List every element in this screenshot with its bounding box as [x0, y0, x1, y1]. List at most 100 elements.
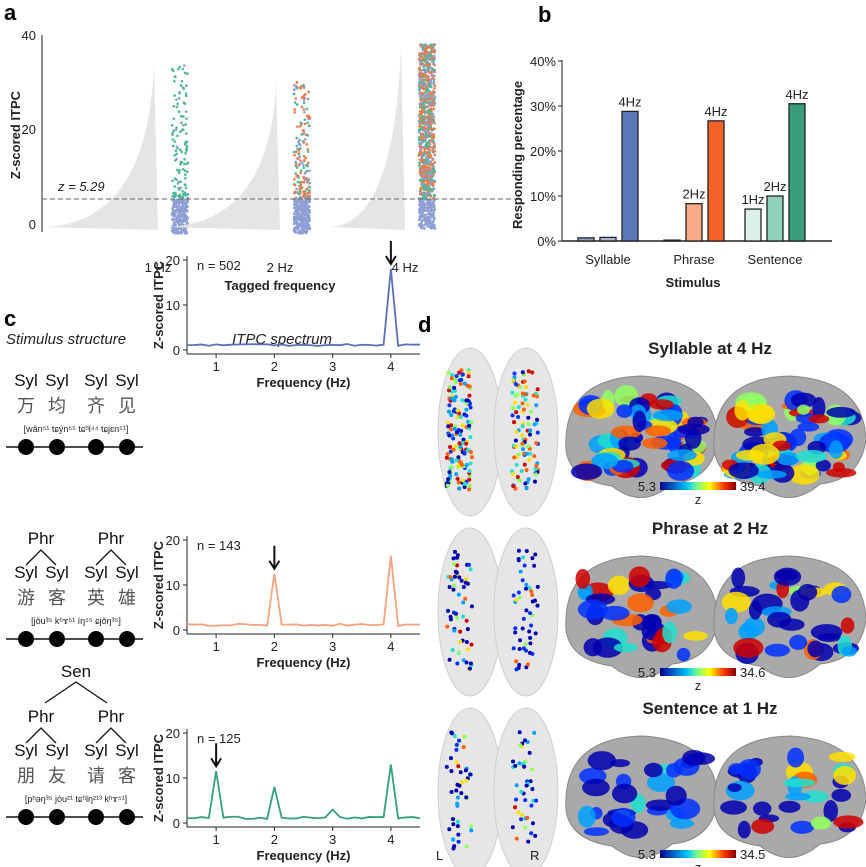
syllable-dot: [49, 631, 65, 647]
activation-blob: [778, 800, 801, 813]
scatter-point: [420, 113, 423, 116]
electrode-dot: [514, 597, 519, 602]
electrode-dot: [451, 822, 456, 827]
electrode-dot: [526, 839, 531, 844]
activation-blob: [734, 400, 751, 421]
scatter-point: [303, 111, 306, 114]
electrode-dot: [450, 373, 455, 378]
b-ytick-label: 20%: [530, 144, 556, 159]
electrode-dot: [522, 462, 527, 467]
electrode-dot: [446, 477, 451, 482]
electrode-dot: [516, 414, 521, 419]
electrode-dot: [454, 742, 459, 747]
scatter-point: [306, 150, 310, 153]
electrode-dot: [510, 472, 515, 477]
electrode-dot: [463, 596, 468, 601]
electrode-dot: [518, 743, 523, 748]
electrode-dot: [512, 420, 517, 425]
scatter-point: [430, 97, 433, 101]
c-xtick-label: 2: [271, 639, 278, 654]
electrode-dot: [457, 650, 462, 655]
electrode-dot: [532, 422, 537, 427]
scatter-point: [175, 198, 178, 201]
electrode-dot: [468, 661, 473, 666]
bar-sentence-1: [766, 195, 784, 242]
scatter-point: [178, 231, 182, 234]
electrode-dot: [454, 788, 459, 793]
c-xtick-label: 4: [387, 359, 394, 374]
electrode-dot: [457, 575, 462, 580]
scatter-point: [307, 218, 310, 222]
scatter-point: [299, 169, 303, 172]
scatter-point: [420, 179, 424, 182]
scatter-point: [298, 155, 302, 159]
electrode-dot: [533, 833, 538, 838]
scatter-point: [296, 174, 299, 178]
electrode-dot: [532, 730, 537, 735]
electrode-dot: [522, 764, 527, 769]
scatter-point: [418, 161, 421, 165]
electrode-dot: [455, 616, 460, 621]
scatter-point: [178, 223, 182, 226]
scatter-point: [422, 208, 426, 212]
d-title: Syllable at 4 Hz: [648, 339, 772, 358]
scatter-point: [181, 128, 185, 131]
electrode-dot: [461, 437, 466, 442]
electrode-dot: [524, 451, 529, 456]
scatter-point: [298, 188, 302, 191]
scatter-point: [303, 219, 307, 222]
scatter-point: [418, 145, 422, 148]
activation-blob: [801, 790, 829, 803]
character: 齐: [87, 396, 105, 417]
scatter-point: [428, 58, 431, 61]
scatter-point: [294, 163, 298, 167]
electrode-dot: [446, 370, 451, 375]
syllable-label: Syl: [45, 741, 69, 760]
electrode-dot: [449, 396, 454, 401]
scatter-point: [429, 81, 433, 84]
syllable-label: Syl: [115, 741, 139, 760]
scatter-point: [300, 180, 303, 184]
scatter-point: [424, 132, 428, 135]
activation-blob: [662, 621, 677, 644]
panel-label-c: c: [4, 306, 16, 331]
electrode-dot: [445, 608, 450, 613]
c-ytick-label: 10: [166, 298, 180, 313]
c-xtick-label: 1: [213, 359, 220, 374]
scatter-point: [424, 174, 428, 178]
electrode-dot: [445, 624, 450, 629]
activation-blob: [744, 427, 766, 437]
scatter-point: [174, 128, 178, 132]
scatter-point: [418, 117, 422, 120]
electrode-dot: [511, 646, 516, 651]
electrode-dot: [513, 438, 518, 443]
electrode-dot: [449, 730, 454, 735]
electrode-dot: [511, 484, 516, 489]
scatter-point: [431, 208, 434, 212]
scatter-point: [429, 50, 433, 53]
electrode-dot: [519, 468, 524, 473]
electrode-dot: [511, 406, 516, 411]
activation-blob: [807, 640, 824, 658]
electrode-dot: [527, 432, 532, 437]
scatter-point: [185, 117, 188, 120]
electrode-dot: [523, 481, 528, 486]
electrode-dot: [528, 611, 533, 616]
scatter-point: [306, 121, 309, 125]
electrode-dot: [467, 469, 472, 474]
character: 均: [48, 396, 66, 417]
a-ytick: 20: [22, 122, 36, 137]
scatter-point: [296, 190, 299, 194]
activation-blob: [667, 460, 695, 481]
syllable-label: Syl: [84, 741, 108, 760]
scatter-point: [429, 193, 432, 197]
scatter-point: [292, 150, 296, 154]
scatter-point: [298, 86, 302, 89]
scatter-point: [183, 71, 187, 75]
activation-blob: [611, 807, 636, 828]
syllable-dot: [88, 809, 104, 825]
electrode-dot: [451, 837, 456, 842]
scatter-point: [173, 94, 176, 97]
scatter-point: [180, 215, 183, 218]
scatter-point: [302, 84, 306, 88]
